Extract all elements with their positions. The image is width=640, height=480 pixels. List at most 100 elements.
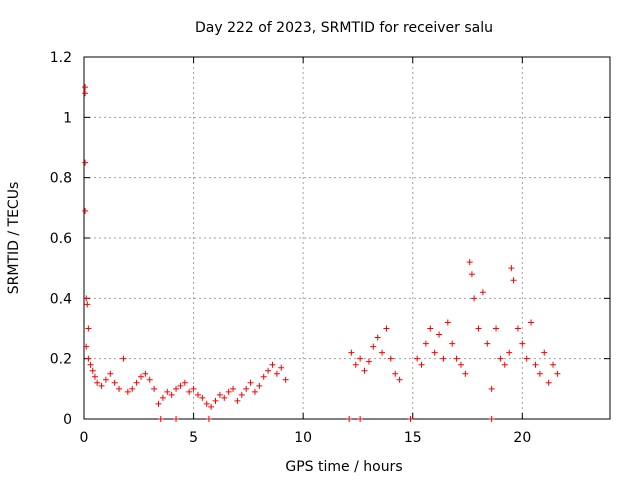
data-point (457, 361, 464, 368)
data-point (238, 391, 245, 398)
data-point (387, 355, 394, 362)
data-point (407, 416, 414, 422)
data-point (85, 355, 92, 362)
data-point (508, 265, 515, 272)
data-point (278, 364, 285, 371)
tick-labels: 0 5 10 15 20 0 0.2 0.4 0.6 0.8 1 1.2 (50, 50, 532, 446)
data-point (365, 358, 372, 365)
x-axis-label: GPS time / hours (285, 459, 402, 475)
y-tick-label: 0.2 (50, 352, 72, 368)
data-point (346, 416, 353, 422)
data-point (203, 400, 210, 407)
data-point (133, 379, 140, 386)
data-point (523, 355, 530, 362)
data-point (436, 331, 443, 338)
data-point (497, 355, 504, 362)
y-tick-label: 0.4 (50, 291, 72, 307)
data-point (493, 325, 500, 332)
data-point (541, 349, 548, 356)
data-point (282, 376, 289, 383)
data-point (186, 388, 193, 395)
data-point (177, 382, 184, 389)
data-point (164, 388, 171, 395)
data-point (82, 90, 89, 97)
data-point (124, 388, 131, 395)
data-point (142, 370, 149, 377)
data-point (87, 361, 94, 368)
data-point (453, 355, 460, 362)
data-point (488, 416, 495, 422)
data-point (107, 370, 114, 377)
data-point (418, 361, 425, 368)
data-point (414, 355, 421, 362)
data-point (444, 319, 451, 326)
data-point (243, 385, 250, 392)
data-point (370, 343, 377, 350)
data-point (173, 416, 180, 422)
data-point (475, 325, 482, 332)
data-point (146, 376, 153, 383)
data-point (383, 325, 390, 332)
data-point (256, 382, 263, 389)
data-point (221, 394, 228, 401)
data-point (265, 367, 272, 374)
data-point (427, 325, 434, 332)
data-point (273, 370, 280, 377)
data-point (91, 373, 98, 380)
data-point (116, 385, 123, 392)
data-point (422, 340, 429, 347)
data-point (352, 361, 359, 368)
data-point (168, 391, 175, 398)
data-point (89, 367, 96, 374)
y-tick-label: 1.2 (50, 50, 72, 66)
data-point (199, 394, 206, 401)
data-point (260, 373, 267, 380)
x-tick-label: 5 (189, 430, 198, 446)
data-point (155, 400, 162, 407)
data-point (212, 397, 219, 404)
data-point (216, 391, 223, 398)
data-point (348, 349, 355, 356)
data-point (137, 373, 144, 380)
y-axis-label: SRMTID / TECUs (6, 182, 22, 295)
data-point (532, 361, 539, 368)
data-point (440, 355, 447, 362)
y-tick-label: 0.6 (50, 231, 72, 247)
data-point (466, 259, 473, 266)
data-point (234, 397, 241, 404)
x-tick-label: 15 (404, 430, 422, 446)
data-point (519, 340, 526, 347)
data-point (94, 379, 101, 386)
data-point (550, 361, 557, 368)
data-point (83, 295, 90, 302)
data-point (83, 343, 90, 350)
y-tick-label: 0.8 (50, 171, 72, 187)
data-point (247, 379, 254, 386)
data-point (514, 325, 521, 332)
data-point (528, 319, 535, 326)
data-point (357, 416, 364, 422)
data-point (506, 349, 513, 356)
data-point (82, 159, 89, 166)
data-points (82, 84, 561, 422)
data-point (98, 382, 105, 389)
data-point (208, 403, 215, 410)
data-point (396, 376, 403, 383)
data-point (159, 394, 166, 401)
data-point (449, 340, 456, 347)
data-point (84, 301, 91, 308)
data-point (379, 349, 386, 356)
data-point (190, 385, 197, 392)
data-point (82, 84, 89, 91)
data-point (545, 379, 552, 386)
data-point (374, 334, 381, 341)
data-point (269, 361, 276, 368)
data-point (82, 207, 89, 214)
data-point (157, 416, 164, 422)
grid (84, 57, 610, 419)
data-point (501, 361, 508, 368)
data-point (392, 370, 399, 377)
data-point (225, 388, 232, 395)
